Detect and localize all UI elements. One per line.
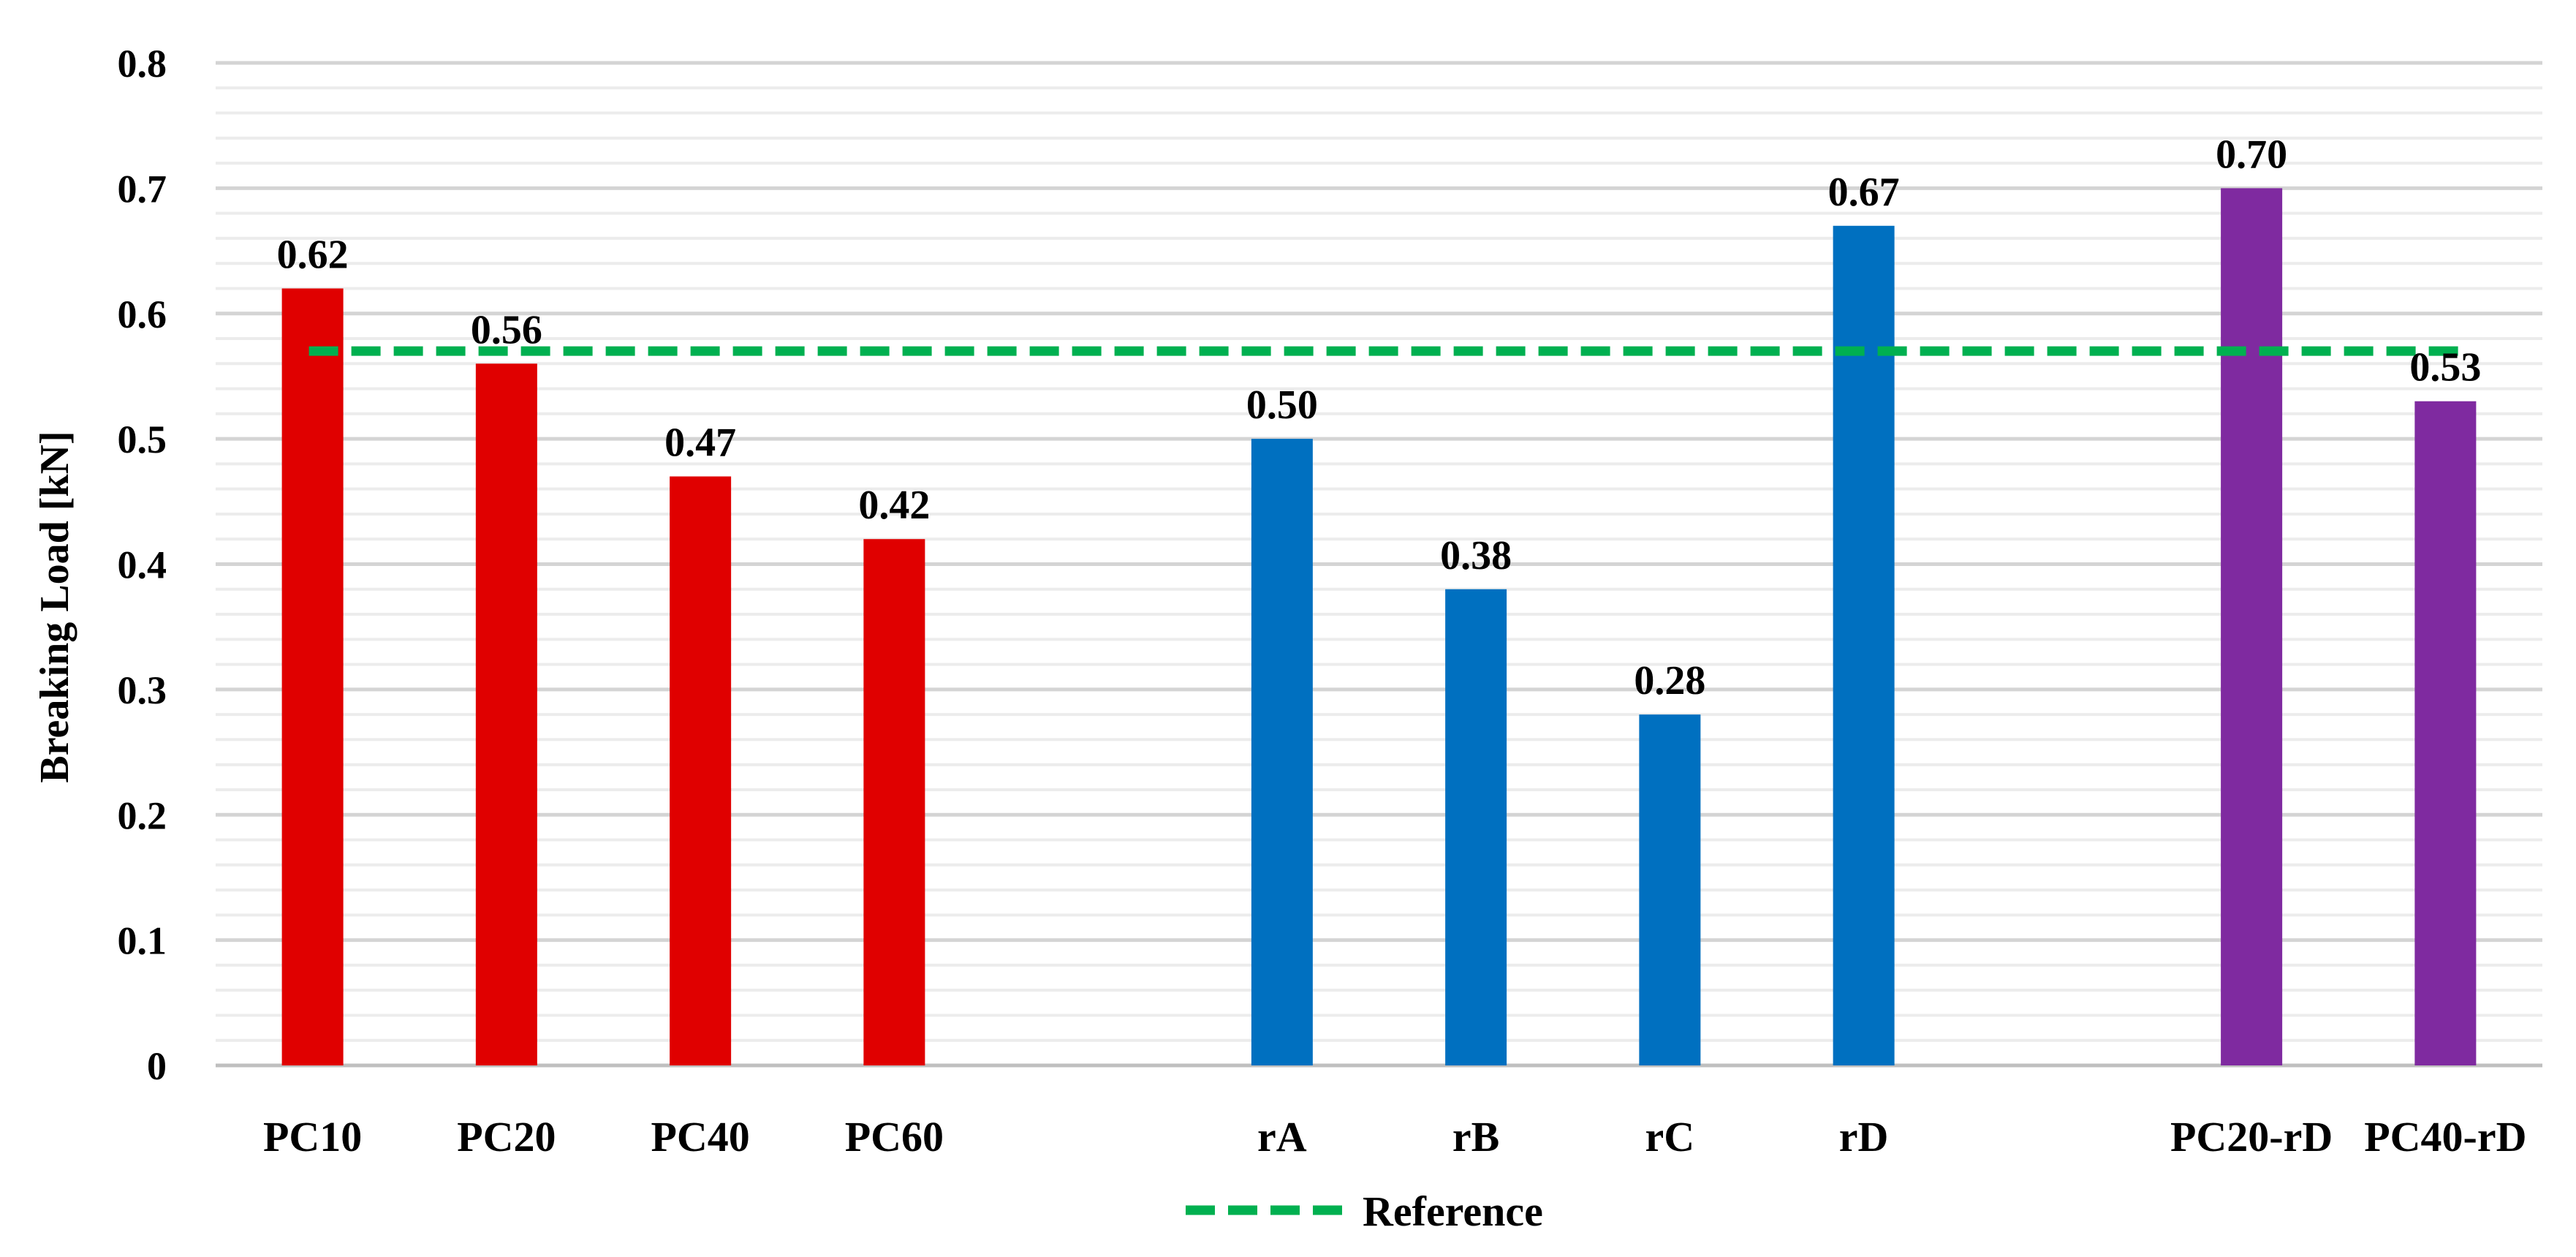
- y-tick-label: 0.7: [118, 167, 167, 211]
- y-tick-label: 0: [147, 1044, 167, 1088]
- bar-pc20-rd: [2221, 188, 2283, 1065]
- data-label-pc60: 0.42: [858, 483, 930, 528]
- bar-pc10: [281, 288, 344, 1066]
- bars: [281, 188, 2477, 1066]
- x-tick-label-rd: rD: [1839, 1113, 1889, 1160]
- legend: Reference: [1186, 1188, 1543, 1235]
- data-label-rd: 0.67: [1828, 170, 1900, 215]
- bar-pc40-rd: [2414, 401, 2477, 1065]
- data-labels: 0.62 0.56 0.47 0.42 0.50 0.38 0.28 0.67 0.70 0.53: [277, 132, 2482, 703]
- data-label-pc10: 0.62: [277, 232, 349, 277]
- y-tick-label: 0.2: [118, 793, 167, 837]
- y-axis-label: Breaking Load [kN]: [32, 431, 77, 782]
- data-label-pc20: 0.56: [471, 307, 542, 352]
- x-tick-label-rb: rB: [1452, 1113, 1499, 1160]
- x-tick-label-pc20-rd: PC20-rD: [2170, 1113, 2333, 1160]
- bar-rd: [1833, 225, 1895, 1066]
- data-label-pc40-rd: 0.53: [2409, 345, 2481, 390]
- x-tick-label-rc: rC: [1645, 1113, 1695, 1160]
- bar-pc20: [475, 363, 537, 1065]
- data-label-pc40: 0.47: [664, 420, 736, 466]
- gridlines: [216, 61, 2542, 1068]
- bar-pc40: [670, 476, 732, 1065]
- data-label-rc: 0.28: [1634, 658, 1705, 703]
- x-tick-label-ra: rA: [1257, 1113, 1307, 1160]
- x-tick-label-pc20: PC20: [457, 1113, 556, 1160]
- x-tick-label-pc40: PC40: [651, 1113, 749, 1160]
- x-tick-label-pc10: PC10: [263, 1113, 362, 1160]
- y-axis-ticks: 0 0.1 0.2 0.3 0.4 0.5 0.6 0.7 0.8: [118, 42, 167, 1088]
- legend-label-reference: Reference: [1363, 1188, 1543, 1235]
- y-tick-label: 0.6: [118, 292, 167, 336]
- x-tick-label-pc40-rd: PC40-rD: [2364, 1113, 2526, 1160]
- data-label-pc20-rd: 0.70: [2216, 132, 2287, 177]
- y-tick-label: 0.3: [118, 668, 167, 712]
- bar-pc60: [863, 539, 925, 1065]
- data-label-rb: 0.38: [1440, 533, 1512, 578]
- y-tick-label: 0.8: [118, 42, 167, 86]
- data-label-ra: 0.50: [1246, 382, 1318, 428]
- bar-rb: [1445, 589, 1507, 1065]
- y-tick-label: 0.5: [118, 418, 167, 461]
- x-tick-label-pc60: PC60: [845, 1113, 944, 1160]
- y-tick-label: 0.4: [118, 543, 167, 587]
- bar-ra: [1251, 439, 1313, 1065]
- y-tick-label: 0.1: [118, 919, 167, 963]
- x-axis-labels: PC10 PC20 PC40 PC60 rA rB rC rD PC20-rD PC40-rD: [263, 1113, 2527, 1160]
- bar-rc: [1639, 714, 1701, 1065]
